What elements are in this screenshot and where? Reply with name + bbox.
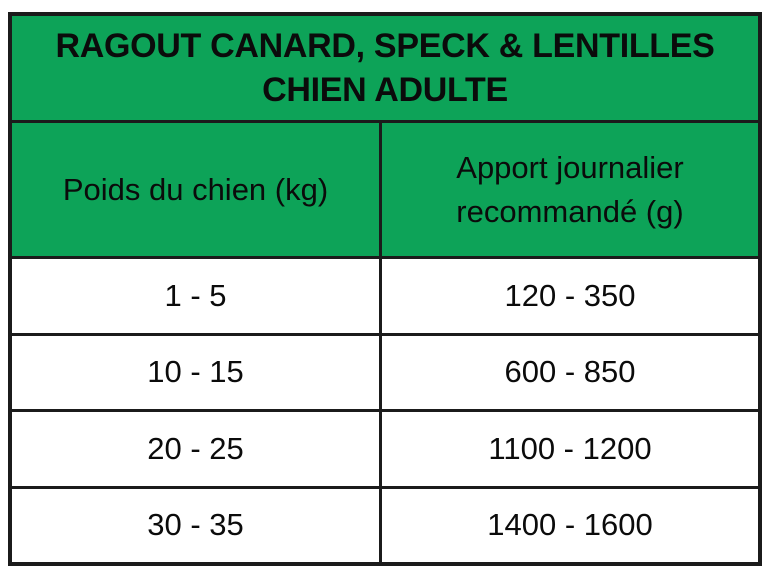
- table-row: 30 - 35 1400 - 1600: [12, 488, 758, 563]
- weight-value: 10 - 15: [147, 354, 244, 390]
- table-row: 10 - 15 600 - 850: [12, 335, 758, 412]
- table-row: 20 - 25 1100 - 1200: [12, 412, 758, 489]
- weight-value: 1 - 5: [164, 277, 227, 313]
- amount-cell: 600 - 850: [382, 336, 758, 410]
- weight-value: 30 - 35: [147, 507, 244, 543]
- amount-value: 600 - 850: [504, 354, 636, 390]
- amount-value: 1100 - 1200: [488, 430, 652, 466]
- table-title-line-2: CHIEN ADULTE: [262, 71, 508, 109]
- amount-value: 1400 - 1600: [487, 507, 653, 543]
- feeding-guide-table: RAGOUT CANARD, SPECK & LENTILLES CHIEN A…: [8, 12, 762, 566]
- amount-cell: 120 - 350: [382, 259, 758, 333]
- weight-cell: 10 - 15: [12, 335, 382, 409]
- weight-cell: 30 - 35: [12, 488, 382, 562]
- weight-value: 20 - 25: [147, 430, 244, 466]
- header-label-poids: Poids du chien (kg): [62, 171, 329, 207]
- table-title: RAGOUT CANARD, SPECK & LENTILLES CHIEN A…: [12, 16, 758, 123]
- amount-cell: 1100 - 1200: [382, 412, 758, 486]
- header-cell-poids: Poids du chien (kg): [12, 123, 382, 256]
- table-header-row: Poids du chien (kg) Apport journalier re…: [12, 123, 758, 259]
- header-label-apport: Apport journalier recommandé (g): [456, 149, 684, 229]
- weight-cell: 1 - 5: [12, 259, 382, 333]
- amount-value: 120 - 350: [504, 277, 636, 313]
- table-row: 1 - 5 120 - 350: [12, 259, 758, 336]
- table-title-line-1: RAGOUT CANARD, SPECK & LENTILLES: [55, 27, 715, 65]
- header-cell-apport: Apport journalier recommandé (g): [382, 123, 758, 256]
- weight-cell: 20 - 25: [12, 412, 382, 486]
- amount-cell: 1400 - 1600: [382, 489, 758, 563]
